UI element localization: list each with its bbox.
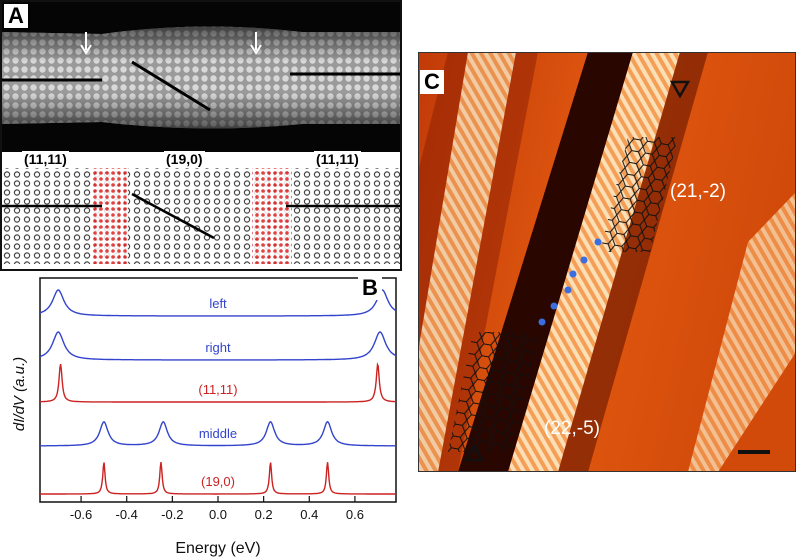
x-axis-label: Energy (eV): [175, 540, 260, 557]
x-tick-label: 0.0: [209, 507, 227, 522]
panel-a-atomic-model: [2, 152, 400, 268]
panel-c-label: C: [420, 70, 444, 94]
x-tick-label: -0.4: [116, 507, 138, 522]
arrow-down-icon: [80, 32, 92, 55]
series-label: (19,0): [201, 474, 235, 489]
x-tick-label: -0.2: [161, 507, 183, 522]
arrow-down-icon: [250, 32, 262, 55]
spectrum-line: [40, 420, 396, 447]
spectrum-line: [40, 362, 396, 403]
spectrum-line: [39, 331, 397, 361]
panel-a-frame: [0, 0, 402, 271]
panel-a-label: A: [4, 4, 28, 28]
series-label: right: [205, 340, 231, 355]
spectrum-line: [40, 462, 396, 495]
chirality-annotation-upper: (21,-2): [670, 181, 726, 202]
series-label: (11,11): [198, 382, 237, 397]
panel-c-frame: [418, 52, 796, 472]
panel-b-chart: left right (11,11) middle (19,0) -0.6 -0.4 -0.…: [11, 277, 397, 557]
triangle-up-icon: [463, 443, 485, 462]
panel-a-stm-image: [2, 2, 400, 152]
x-tick-label: 0.6: [346, 507, 364, 522]
chirality-label-right: (11,11): [314, 151, 361, 167]
series-label: left: [209, 296, 227, 311]
chirality-label-middle: (19,0): [164, 151, 205, 167]
chirality-label-left: (11,11): [22, 151, 69, 167]
panel-b-label: B: [358, 276, 382, 300]
x-tick-label: -0.6: [70, 507, 92, 522]
series-label: middle: [199, 426, 237, 441]
panel-c-stm-image: (21,-2) (22,-5): [418, 52, 796, 472]
spectrum-line: [39, 289, 397, 317]
triangle-down-icon: [669, 80, 691, 99]
x-tick-label: 0.4: [300, 507, 318, 522]
chirality-annotation-lower: (22,-5): [544, 418, 600, 439]
y-axis-label: dI/dV (a.u.): [11, 357, 28, 431]
x-tick-label: 0.2: [255, 507, 273, 522]
